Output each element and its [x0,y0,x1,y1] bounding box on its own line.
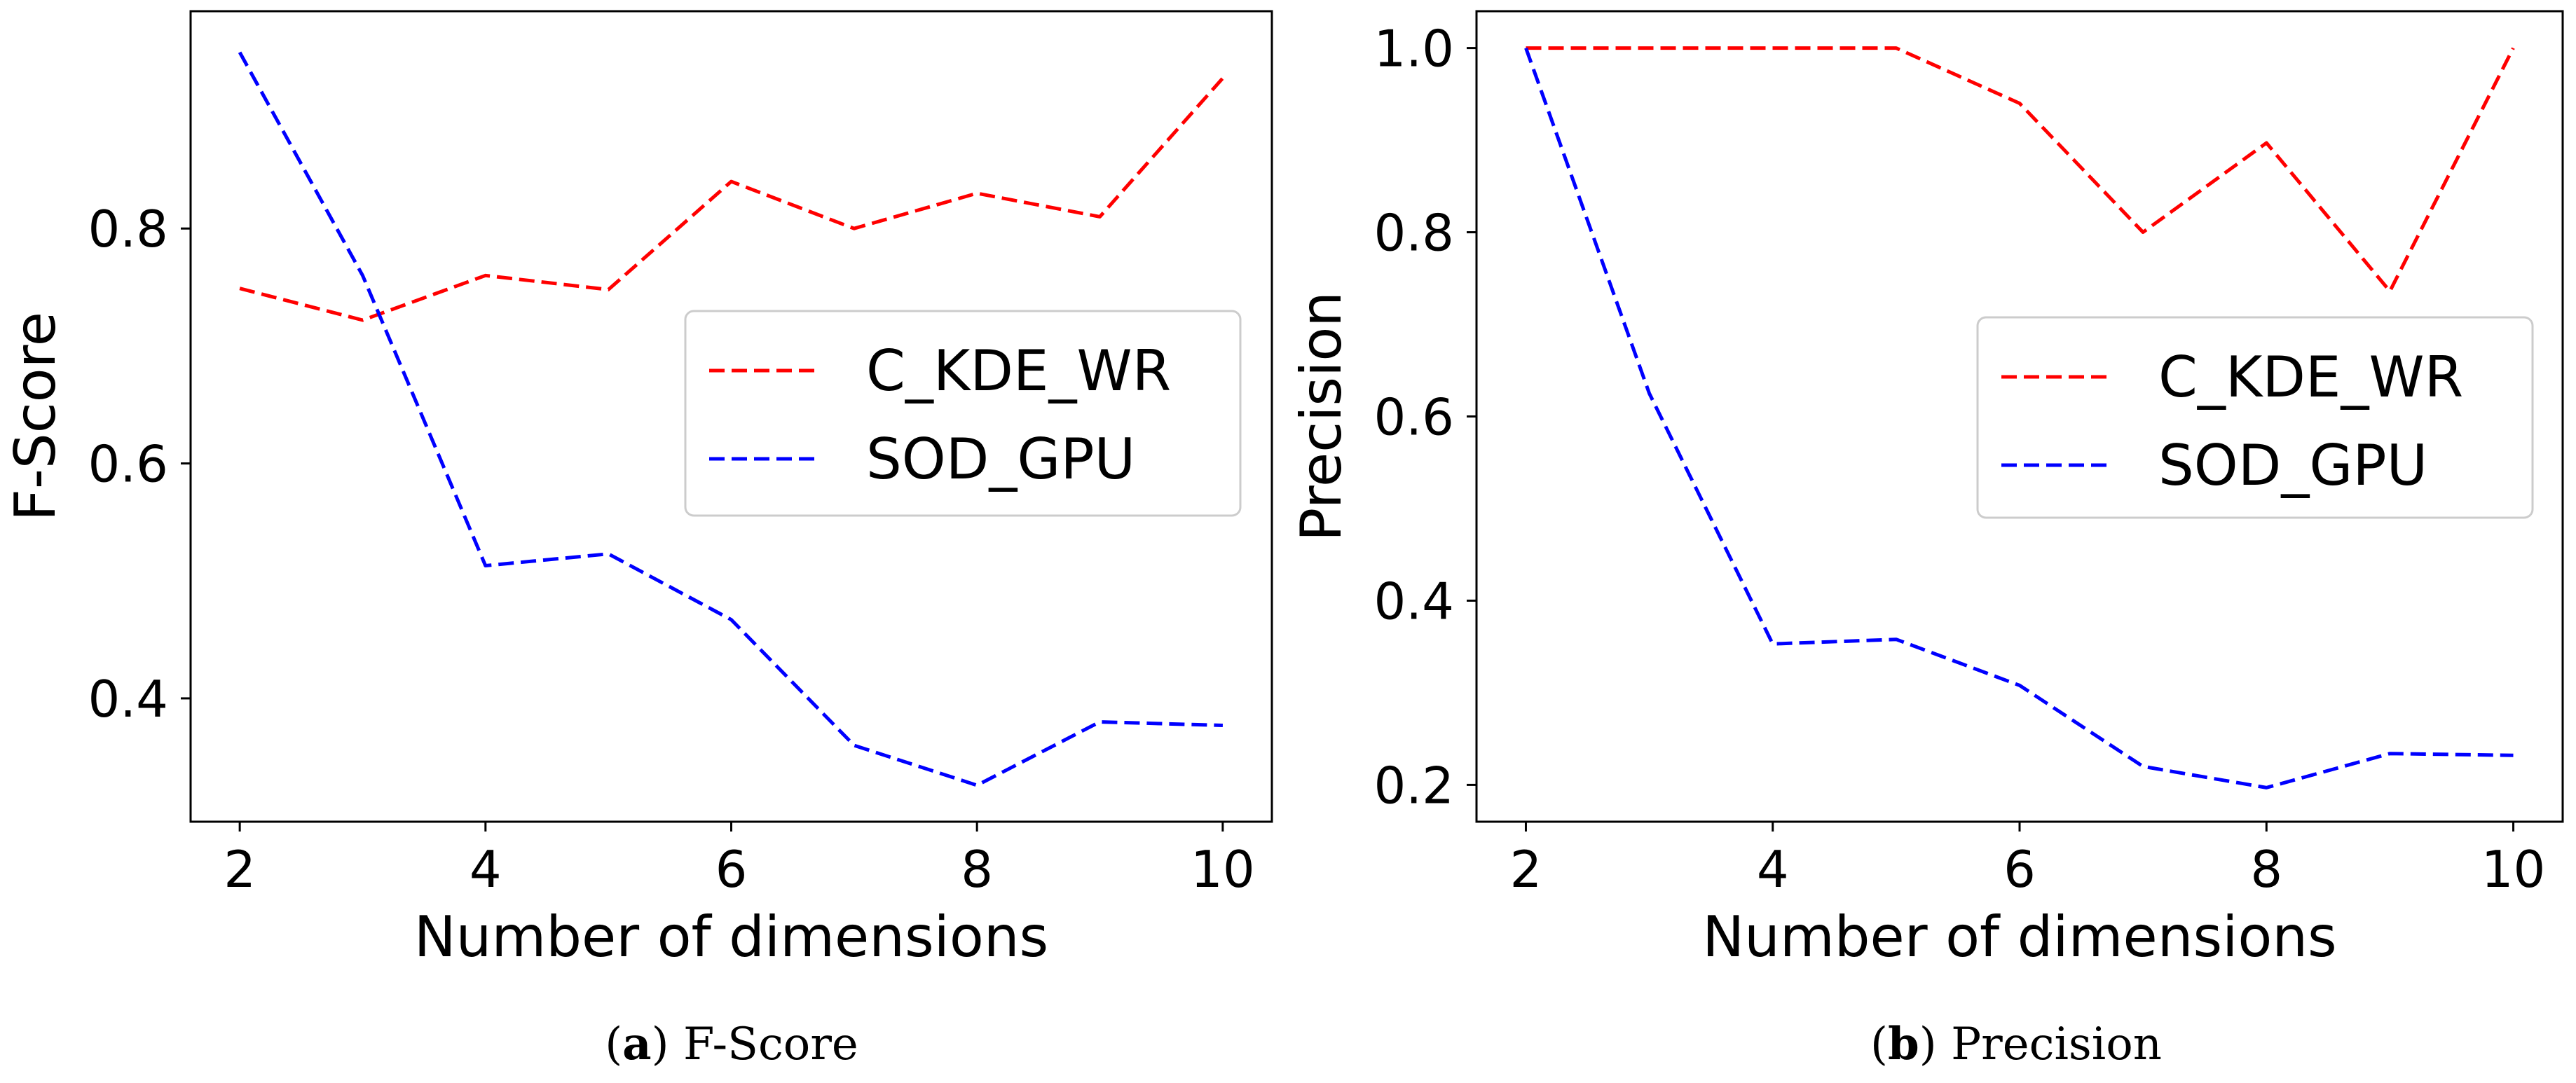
legend-box [684,310,1242,517]
x-tick-label: 6 [715,840,748,899]
x-tick-label: 8 [2250,840,2282,899]
y-tick-label: 0.8 [88,200,168,258]
y-tick-label: 1.0 [1373,20,1454,78]
caption-text: ) F-Score [652,1019,858,1070]
legend-label: C_KDE_WR [866,338,1171,403]
caption-paren-open: ( [605,1019,622,1070]
x-tick-label: 2 [1510,840,1542,899]
y-tick-label: 0.4 [88,670,168,729]
legend-label: SOD_GPU [866,427,1135,492]
x-tick-label: 4 [1757,840,1789,899]
legend-label: C_KDE_WR [2158,345,2463,410]
series-line-c-kde-wr [239,76,1224,322]
y-tick-label: 0.2 [1373,756,1454,815]
y-tick-label: 0.4 [1373,572,1454,630]
chart-panel-1: 2 4 6 8 10 0.4 0.6 0.8 Number of dimensions F-Sco… [3,10,1273,1070]
y-axis-title: Precision [1289,291,1354,542]
caption-label: a [622,1018,651,1070]
x-tick-label: 10 [2481,840,2546,899]
series-line-c-kde-wr [1526,46,2515,294]
y-tick-label: 0.6 [88,435,168,494]
legend: C_KDE_WR SOD_GPU [1976,316,2534,519]
caption-label: b [1888,1018,1919,1070]
caption-paren-open: ( [1870,1019,1888,1070]
chart-panel-2: 2 4 6 8 10 0.2 0.4 0.6 0.8 1.0 Number of dimension… [1289,10,2564,1070]
x-tick-label: 2 [224,840,256,899]
x-tick-label: 10 [1191,840,1255,899]
x-axis-title: Number of dimensions [1702,904,2336,970]
x-axis-title: Number of dimensions [414,904,1048,970]
legend: C_KDE_WR SOD_GPU [684,310,1242,517]
x-tick-label: 8 [961,840,993,899]
subfigure-caption: (b) Precision [1870,1018,2162,1070]
series-line-sod-gpu [1524,47,2514,789]
y-tick-label: 0.6 [1373,388,1454,447]
x-tick-label: 4 [470,840,502,899]
x-tick-label: 6 [2003,840,2036,899]
caption-text: ) Precision [1919,1019,2162,1070]
y-tick-label: 0.8 [1373,204,1454,263]
subfigure-caption: (a) F-Score [605,1018,858,1070]
y-axis-title: F-Score [3,312,68,521]
series-line-sod-gpu [238,51,1223,787]
legend-box [1976,316,2534,519]
legend-label: SOD_GPU [2158,433,2427,498]
